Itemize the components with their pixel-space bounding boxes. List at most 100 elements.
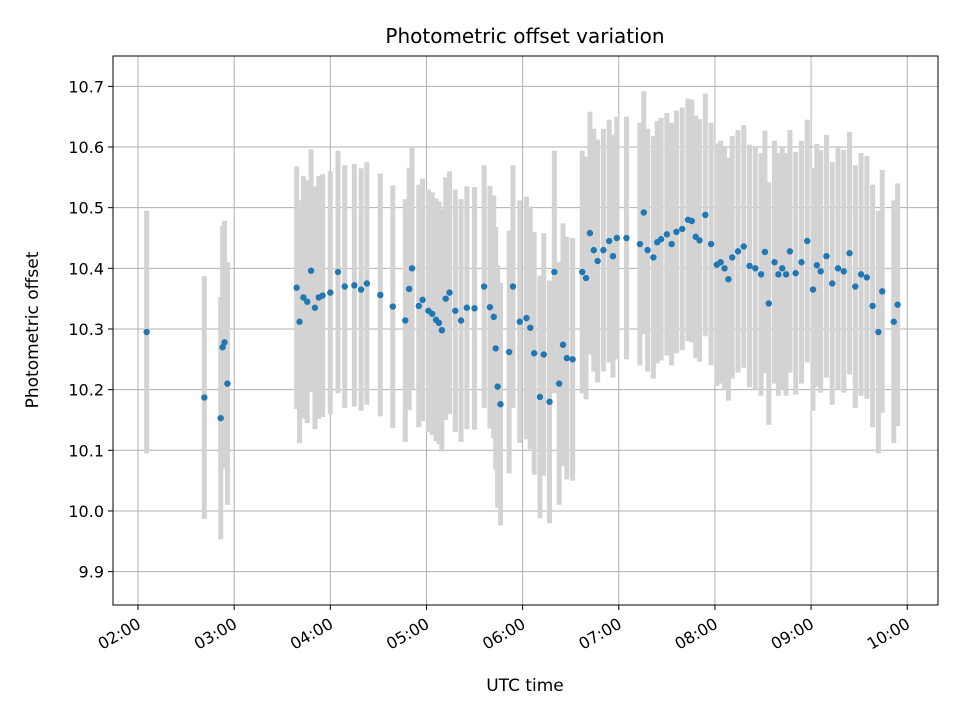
data-point xyxy=(293,284,300,291)
data-point xyxy=(341,283,348,290)
data-point xyxy=(623,234,630,242)
data-point xyxy=(480,283,488,290)
data-point xyxy=(840,268,847,275)
data-point xyxy=(707,240,715,248)
data-point xyxy=(804,237,811,245)
data-point xyxy=(307,267,315,274)
data-point xyxy=(419,296,426,304)
data-point xyxy=(782,271,790,278)
data-point xyxy=(509,283,517,290)
data-point xyxy=(586,229,594,237)
x-tick-label: 02:00 xyxy=(95,614,144,654)
data-point xyxy=(765,300,772,307)
y-tick-label: 10.7 xyxy=(68,77,104,96)
data-point xyxy=(663,231,671,238)
data-point xyxy=(497,401,504,408)
data-point xyxy=(813,262,821,269)
data-point xyxy=(490,313,497,321)
data-point xyxy=(869,302,876,310)
data-point xyxy=(890,318,897,325)
y-tick-label: 9.9 xyxy=(79,563,104,582)
data-point xyxy=(875,328,882,336)
data-point xyxy=(296,318,303,325)
data-point xyxy=(605,237,613,245)
data-point xyxy=(600,246,607,254)
data-point xyxy=(775,271,782,278)
y-axis-title: Photometric offset xyxy=(23,251,43,408)
data-point xyxy=(609,252,617,260)
data-point xyxy=(779,265,786,272)
data-point xyxy=(471,305,478,312)
data-point xyxy=(319,292,326,299)
data-point xyxy=(334,268,342,276)
data-point xyxy=(829,280,836,287)
data-point xyxy=(657,236,665,243)
data-point xyxy=(402,317,409,324)
x-tick-label: 04:00 xyxy=(287,614,336,654)
data-point xyxy=(219,343,226,351)
data-point xyxy=(729,254,736,261)
data-point xyxy=(590,246,597,254)
data-point xyxy=(217,414,224,422)
data-point xyxy=(771,259,778,266)
data-point xyxy=(582,274,590,282)
y-axis: 9.9 10.0 10.1 10.2 10.3 10.4 10.5 10.6 10.7 xyxy=(68,77,113,582)
data-point xyxy=(221,339,228,346)
data-point xyxy=(527,324,534,331)
data-point xyxy=(408,265,416,272)
data-point xyxy=(389,303,397,310)
data-points xyxy=(143,209,901,422)
y-tick-label: 10.0 xyxy=(68,502,104,521)
data-point xyxy=(786,248,794,255)
data-point xyxy=(857,271,865,278)
data-point xyxy=(494,383,501,390)
data-point xyxy=(435,319,443,327)
y-tick-label: 10.3 xyxy=(68,320,104,339)
data-point xyxy=(569,356,576,363)
data-point xyxy=(224,380,231,387)
x-tick-label: 05:00 xyxy=(383,614,432,654)
x-tick-label: 08:00 xyxy=(671,614,720,654)
data-point xyxy=(594,257,601,265)
x-axis-title: UTC time xyxy=(486,676,564,696)
data-point xyxy=(717,259,724,266)
y-tick-label: 10.4 xyxy=(68,259,104,278)
data-point xyxy=(415,302,422,310)
data-point xyxy=(357,286,365,293)
data-point xyxy=(725,276,732,283)
y-tick-label: 10.6 xyxy=(68,138,104,157)
data-point xyxy=(679,225,686,233)
data-point xyxy=(613,234,621,242)
data-point xyxy=(879,288,886,295)
data-point xyxy=(644,246,651,254)
data-point xyxy=(201,394,208,401)
data-point xyxy=(311,304,319,311)
data-point xyxy=(792,269,799,277)
data-point xyxy=(852,283,859,290)
data-point xyxy=(143,328,150,336)
data-point xyxy=(650,254,657,261)
data-point xyxy=(823,252,830,260)
data-point xyxy=(452,307,459,314)
data-point xyxy=(668,240,675,248)
data-point xyxy=(555,380,563,387)
data-point xyxy=(563,354,571,362)
data-point xyxy=(446,289,453,296)
data-point xyxy=(798,259,805,266)
data-point xyxy=(363,280,371,287)
y-tick-label: 10.5 xyxy=(68,199,104,218)
data-point xyxy=(377,291,384,299)
data-point xyxy=(438,326,446,334)
data-point xyxy=(579,268,586,276)
data-point xyxy=(429,310,436,318)
data-point xyxy=(327,289,334,296)
data-point xyxy=(734,248,742,255)
data-point xyxy=(536,393,544,401)
data-point xyxy=(834,265,842,272)
y-tick-label: 10.2 xyxy=(68,381,104,400)
data-point xyxy=(640,209,647,216)
data-point xyxy=(817,268,824,275)
data-point xyxy=(863,274,871,281)
data-point xyxy=(516,318,523,325)
